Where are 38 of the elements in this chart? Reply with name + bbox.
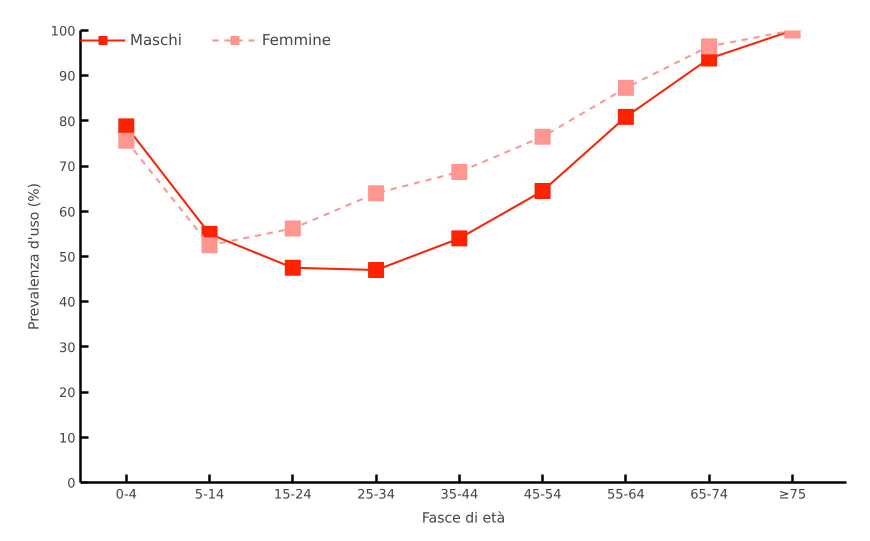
x-tick-label: 5-14 (194, 488, 224, 502)
legend-label: Femmine (262, 31, 332, 49)
y-axis-title: Prevalenza d'uso (%) (26, 182, 43, 330)
y-tick-label: 10 (58, 431, 76, 446)
point (118, 118, 134, 134)
x-tick-label: 45-54 (524, 488, 562, 502)
y-tick-label: 90 (58, 70, 76, 85)
y-tick-label: 40 (58, 296, 76, 311)
y-tick-label: 20 (58, 386, 76, 402)
point (618, 80, 634, 96)
y-tick-label: 100 (50, 24, 76, 40)
point (534, 128, 551, 145)
x-tick-label: 55-64 (606, 488, 645, 502)
point (284, 220, 301, 236)
y-tick-label: 70 (58, 160, 76, 176)
point (202, 237, 218, 254)
point (118, 132, 134, 149)
y-tick-label: 0 (67, 476, 76, 492)
point (618, 108, 634, 125)
y-tick-label: 30 (58, 340, 76, 356)
x-axis-title: Fasce di età (422, 510, 506, 526)
point (368, 185, 384, 202)
x-tick-label: 0-4 (116, 488, 137, 502)
y-tick-label: 50 (58, 250, 76, 266)
x-tick-label: 15-24 (274, 488, 312, 502)
point (368, 262, 384, 278)
point (284, 260, 301, 276)
x-tick-label: ≥75 (778, 488, 806, 502)
x-tick-label: 35-44 (440, 488, 478, 502)
point (701, 38, 718, 54)
y-tick-label: 80 (58, 114, 76, 130)
y-tick-label: 60 (58, 205, 76, 220)
x-tick-label: 25-34 (357, 488, 395, 502)
x-tick-label: 65-74 (690, 488, 728, 502)
point (451, 164, 468, 180)
point (451, 230, 468, 246)
point (534, 182, 551, 199)
legend-label: Maschi (130, 31, 182, 49)
